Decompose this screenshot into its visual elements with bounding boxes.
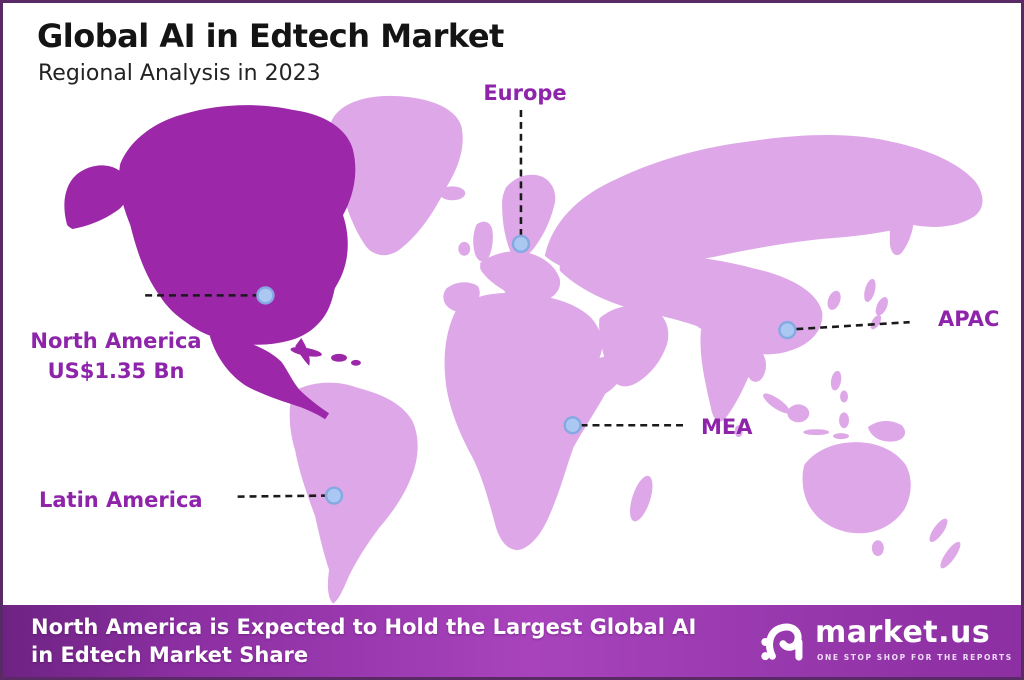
continent-greenland [330,95,463,256]
marketus-logo[interactable]: market.us ONE STOP SHOP FOR THE REPORTS [759,613,1011,669]
region-label-latin-america: Latin America [39,488,203,512]
continent-europe [473,221,493,262]
marker-apac [778,320,797,340]
world-map [64,95,983,604]
footer-bar: North America is Expected to Hold the La… [3,605,1021,677]
page-subtitle: Regional Analysis in 2023 [38,61,321,86]
continent-australia [802,442,911,534]
footer-headline-line2: in Edtech Market Share [31,643,309,667]
islands-new-zealand [929,518,961,569]
footer-headline: North America is Expected to Hold the La… [31,613,696,669]
brand-tagline: ONE STOP SHOP FOR THE REPORTS [817,653,1013,662]
region-name-north-america: North America [30,329,202,353]
islands-japan [864,278,888,330]
region-label-mea: MEA [701,415,753,439]
marker-mea [563,416,582,435]
islands-caribbean [290,347,361,366]
region-label-north-america: North America US$1.35 Bn [16,326,216,386]
islands-arctic [213,112,345,157]
continent-africa [444,292,624,551]
continent-south-america [289,382,418,604]
region-label-apac: APAC [938,307,1000,331]
footer-headline-line1: North America is Expected to Hold the La… [31,615,697,639]
continent-north-america-highlight [64,105,361,420]
marketus-wave-icon [761,623,803,661]
brand-name: market.us [815,615,991,650]
continents-base [289,95,983,604]
map-markers [256,234,797,505]
region-label-europe: Europe [483,81,567,105]
page-title: Global AI in Edtech Market [37,17,504,55]
connector-lines [145,110,910,498]
region-value-north-america: US$1.35 Bn [47,359,185,383]
continent-asia [544,135,983,275]
marker-north-america [256,286,275,305]
marker-latin-america [324,486,344,505]
marker-europe [511,234,531,254]
connector-latin-america [237,494,326,498]
islands-indonesia [763,370,850,440]
region-india [700,322,755,422]
